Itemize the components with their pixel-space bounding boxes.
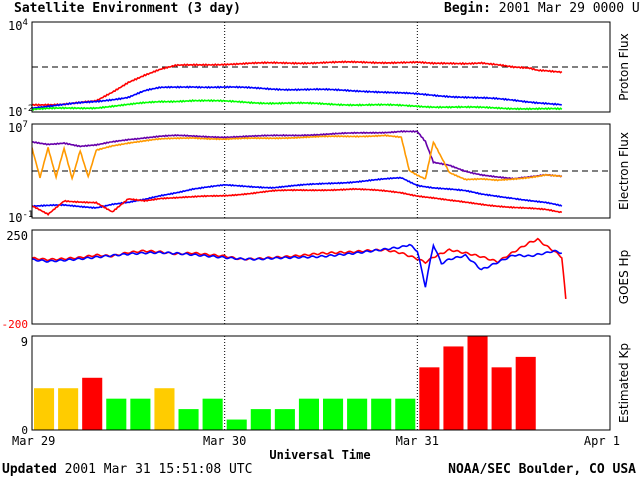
proton-series-blue <box>32 85 562 110</box>
hp-frame <box>31 229 611 325</box>
kp-bar <box>58 388 79 430</box>
x-tick-2: Mar 31 <box>396 434 439 448</box>
kp-bar <box>106 398 127 430</box>
kp-bar <box>323 398 344 430</box>
electron-ytick-bottom: 10-1 <box>8 210 33 225</box>
proton-series-green <box>32 98 563 111</box>
proton-frame <box>31 21 611 113</box>
hp-ylabel: GOES Hp <box>617 250 631 304</box>
electron-series-orange <box>32 134 562 182</box>
electron-ytick-bottom-exp: -1 <box>22 210 33 220</box>
kp-bar <box>202 398 223 430</box>
kp-bar <box>371 398 392 430</box>
kp-ytick-top: 9 <box>21 335 28 349</box>
proton-series-red <box>32 60 563 107</box>
kp-bar <box>130 398 151 430</box>
kp-bar <box>443 346 464 430</box>
proton-ylabel: Proton Flux <box>617 33 631 100</box>
updated-label: Updated <box>2 462 57 477</box>
hp-series-red <box>32 237 567 299</box>
electron-ytick-top: 107 <box>8 120 28 135</box>
kp-frame <box>31 335 611 431</box>
electron-ylabel: Electron Flux <box>617 132 631 210</box>
proton-ytick-bottom-exp: -2 <box>22 104 33 114</box>
hp-series-blue <box>32 242 563 288</box>
kp-bar <box>250 409 271 430</box>
kp-ylabel: Estimated Kp <box>617 343 631 423</box>
kp-bar <box>491 367 512 430</box>
hp-ytick-top: 250 <box>6 229 28 243</box>
electron-series-blue <box>32 176 563 210</box>
updated-value: 2001 Mar 31 15:51:08 UTC <box>64 462 253 477</box>
hp-ytick-bottom: -200 <box>2 318 29 331</box>
electron-series-purple <box>32 130 563 181</box>
kp-bar <box>82 377 103 430</box>
kp-bar <box>178 409 199 430</box>
hp-panel <box>31 229 611 325</box>
proton-ytick-bottom: 10-2 <box>8 104 33 119</box>
kp-ytick-bottom: 0 <box>21 424 28 437</box>
kp-bar <box>419 367 440 430</box>
electron-panel <box>31 123 611 219</box>
proton-ytick-top: 104 <box>8 18 28 33</box>
x-tick-1: Mar 30 <box>203 434 246 448</box>
kp-bar <box>298 398 319 430</box>
kp-bar <box>34 388 55 430</box>
x-tick-3: Apr 1 <box>584 434 620 448</box>
proton-panel <box>31 21 611 113</box>
electron-frame <box>31 123 611 219</box>
kp-bar <box>154 388 175 430</box>
x-tick-0: Mar 29 <box>12 434 55 448</box>
chart-title: Satellite Environment (3 day) <box>14 1 241 16</box>
begin-label: Begin: <box>444 1 491 16</box>
kp-bar <box>395 398 416 430</box>
kp-bar <box>515 356 536 430</box>
kp-bar <box>274 409 295 430</box>
x-axis-label: Universal Time <box>269 448 370 462</box>
electron-series-red <box>32 187 563 216</box>
proton-ytick-top-exp: 4 <box>22 18 27 28</box>
kp-bar <box>347 398 368 430</box>
electron-ytick-top-exp: 7 <box>22 120 27 130</box>
updated-info: Updated 2001 Mar 31 15:51:08 UTC <box>2 462 252 477</box>
kp-bar <box>226 419 247 430</box>
begin-value: 2001 Mar 29 0000 UTC <box>498 1 640 16</box>
kp-panel <box>31 335 611 431</box>
kp-bar <box>467 336 488 430</box>
credit: NOAA/SEC Boulder, CO USA <box>448 462 636 477</box>
begin-info: Begin: 2001 Mar 29 0000 UTC <box>444 1 640 16</box>
